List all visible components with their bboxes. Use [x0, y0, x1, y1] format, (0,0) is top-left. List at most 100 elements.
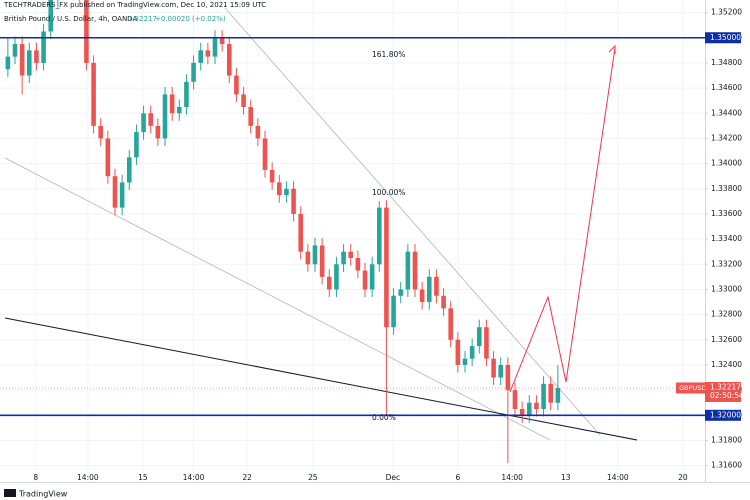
- candle-body: [241, 94, 246, 107]
- candle-body: [184, 81, 189, 107]
- x-tick-label: 20: [678, 473, 688, 482]
- candle-body: [462, 358, 468, 365]
- instrument: British Pound / U.S. Dollar, 4h, OANDA: [4, 15, 137, 23]
- candle-body: [269, 169, 275, 183]
- last-price: 1.32217: [128, 15, 157, 23]
- candle-body: [541, 383, 546, 410]
- candle-body: [426, 276, 432, 303]
- y-tick-label: 1.32400: [711, 360, 742, 369]
- candle-body: [262, 138, 268, 170]
- y-tick-label: 1.33000: [711, 284, 742, 293]
- candle-body: [376, 207, 382, 265]
- x-tick-label: 14:00: [501, 473, 523, 482]
- candle-body: [512, 390, 518, 410]
- candle-body: [248, 106, 254, 126]
- y-tick-label: 1.32800: [711, 310, 742, 319]
- candle-body: [26, 50, 32, 76]
- countdown-label: 02:50:54: [710, 391, 744, 400]
- candle-body: [198, 50, 204, 63]
- candle-body: [334, 264, 339, 290]
- candle-body: [148, 113, 154, 126]
- y-tick-label: 1.35200: [711, 8, 742, 17]
- y-tick-label: 1.34400: [711, 108, 742, 117]
- candle-body: [491, 358, 496, 378]
- candle-body: [155, 125, 161, 139]
- candle-body: [169, 94, 175, 114]
- candle-body: [298, 213, 304, 252]
- candles: [5, 0, 561, 464]
- candle-body: [84, 0, 89, 63]
- candle-body: [548, 383, 554, 403]
- candle-body: [419, 289, 425, 303]
- candle-body: [91, 62, 96, 126]
- candle-body: [112, 176, 118, 208]
- candle-body: [355, 257, 361, 271]
- candle-body: [369, 264, 375, 290]
- y-tick-label: 1.33600: [711, 209, 742, 218]
- brand: TradingView: [18, 490, 68, 499]
- publisher: TECHTRADERS_FX published on TradingView.…: [3, 1, 266, 9]
- candle-body: [212, 37, 218, 57]
- candle-body: [176, 106, 182, 114]
- projection-path: [509, 47, 616, 393]
- symbol-box: [676, 382, 705, 394]
- y-tick-label: 1.34800: [711, 58, 742, 67]
- candle-body: [48, 0, 54, 32]
- candle-body: [498, 364, 504, 378]
- x-tick-label: 14:00: [183, 473, 205, 482]
- candle-body: [19, 44, 25, 76]
- candle-body: [469, 346, 475, 359]
- y-tick-label: 1.31800: [711, 435, 742, 444]
- x-tick-label: 13: [561, 473, 571, 482]
- level-price-label: 1.32000: [710, 410, 741, 419]
- candle-body: [448, 308, 454, 340]
- last-price-label: 1.32217: [710, 382, 741, 391]
- level-price-box: [705, 409, 741, 421]
- x-tick-label: 14:00: [607, 473, 629, 482]
- x-tick-label: 22: [242, 473, 252, 482]
- candle-body: [34, 50, 39, 63]
- x-tick-label: 6: [455, 473, 460, 482]
- candle-body: [219, 37, 225, 45]
- candle-body: [476, 327, 482, 347]
- y-tick-label: 1.33400: [711, 234, 742, 243]
- trend-line: [4, 157, 551, 441]
- candle-body: [455, 339, 461, 365]
- y-tick-label: 1.33800: [711, 184, 742, 193]
- candle-body: [162, 94, 168, 139]
- symbol-label: GBPUSD: [679, 384, 706, 392]
- candle-body: [312, 245, 318, 265]
- x-tick-label: 25: [308, 473, 318, 482]
- last-price-box: [705, 381, 741, 402]
- candle-body: [141, 113, 146, 133]
- candle-body: [41, 31, 46, 63]
- candle-body: [12, 44, 18, 57]
- trend-line: [4, 317, 638, 441]
- candle-body: [348, 251, 354, 258]
- candle-body: [384, 207, 389, 328]
- candle-body: [519, 409, 525, 416]
- candle-body: [319, 245, 325, 277]
- price-change: +0.00020 (+0.02%): [155, 15, 226, 23]
- x-tick-label: Dec: [386, 473, 401, 482]
- x-tick-label: 14:00: [77, 473, 99, 482]
- candle-body: [284, 188, 289, 196]
- logo: [4, 489, 16, 497]
- candle-body: [534, 402, 539, 410]
- candle-body: [5, 56, 11, 70]
- trend-line: [224, 7, 601, 436]
- x-tick-label: 8: [33, 473, 38, 482]
- candle-body: [226, 44, 232, 76]
- candle-body: [505, 364, 511, 391]
- candle-body: [126, 157, 132, 183]
- candle-body: [391, 295, 396, 328]
- level-price-box: [705, 32, 741, 44]
- y-tick-label: 1.31600: [711, 461, 742, 470]
- candle-body: [98, 125, 104, 139]
- y-tick-label: 1.34000: [711, 159, 742, 168]
- x-tick-label: 15: [138, 473, 148, 482]
- candle-body: [405, 251, 411, 290]
- fib-label: 0.00%: [372, 413, 396, 422]
- candle-body: [434, 276, 439, 296]
- candle-body: [291, 188, 296, 214]
